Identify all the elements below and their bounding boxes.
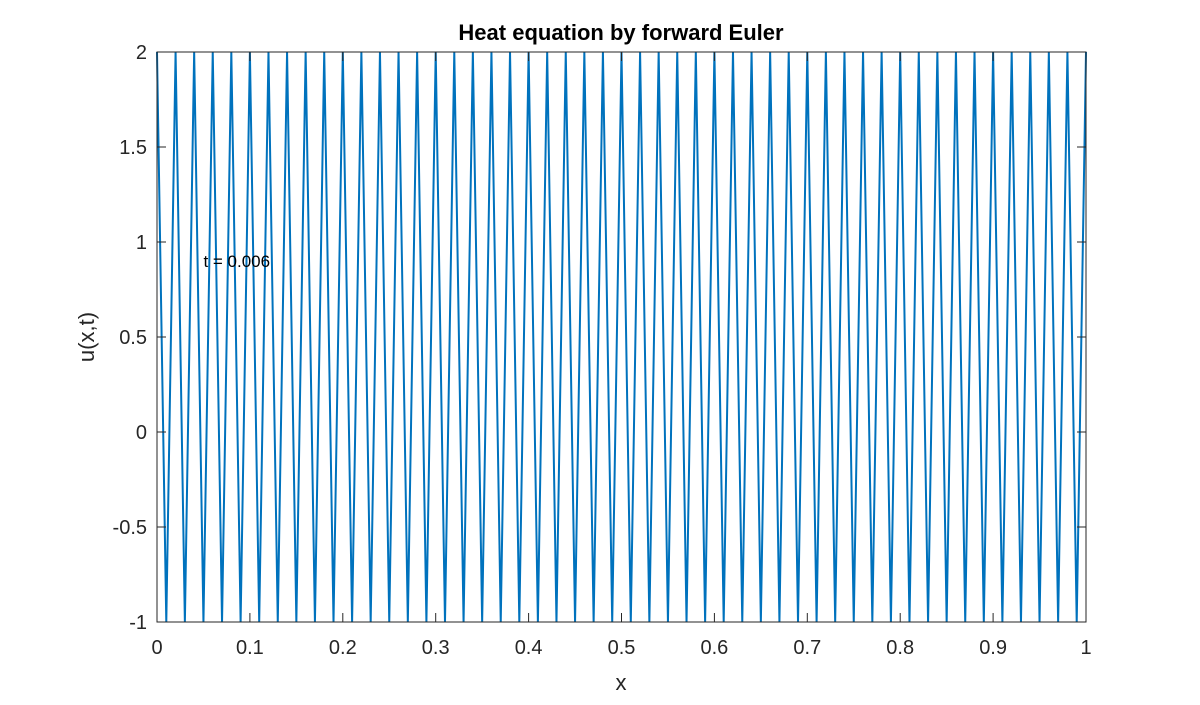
x-tick-label: 0.7 <box>793 637 821 659</box>
y-tick-label: -1 <box>129 612 147 634</box>
x-tick-label: 1 <box>1080 637 1091 659</box>
y-tick-label: 0.5 <box>119 327 147 349</box>
y-tick-label: -0.5 <box>113 517 147 539</box>
y-tick-label: 1 <box>136 232 147 254</box>
x-tick-label: 0.4 <box>515 637 543 659</box>
ticks-layer: 0 0.1 0.2 0.3 0.4 0.5 0.6 0.7 0.8 0.9 1 -1 -0.5 0 0.5 1… <box>113 42 1092 659</box>
x-axis-label: x <box>616 670 627 695</box>
x-tick-label: 0.2 <box>329 637 357 659</box>
x-tick-label: 0.6 <box>700 637 728 659</box>
x-tick-label: 0 <box>151 637 162 659</box>
time-annotation: t = 0.006 <box>203 252 270 271</box>
plot-background <box>157 52 1086 622</box>
x-tick-label: 0.9 <box>979 637 1007 659</box>
x-tick-label: 0.8 <box>886 637 914 659</box>
y-axis-label: u(x,t) <box>74 312 99 362</box>
x-tick-label: 0.5 <box>608 637 636 659</box>
y-tick-label: 1.5 <box>119 137 147 159</box>
y-tick-label: 2 <box>136 42 147 64</box>
x-tick-label: 0.1 <box>236 637 264 659</box>
x-tick-label: 0.3 <box>422 637 450 659</box>
y-tick-label: 0 <box>136 422 147 444</box>
chart-title: Heat equation by forward Euler <box>458 20 784 45</box>
